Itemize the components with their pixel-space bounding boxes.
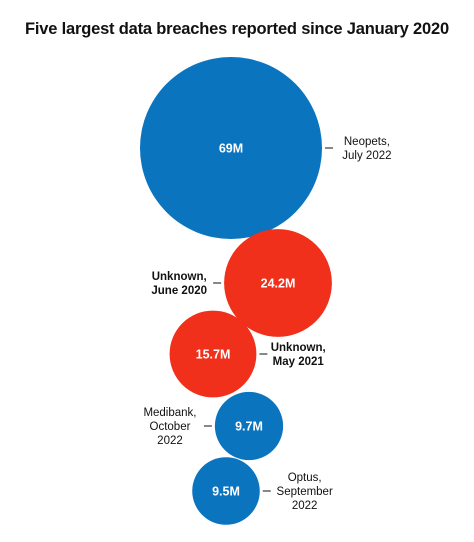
bubble-0 (140, 57, 322, 239)
bubble-category-label-line: September (277, 486, 333, 498)
bubble-category-label: Neopets, July 2022 (342, 136, 391, 162)
bubble-category-label-line: 2022 (157, 435, 183, 447)
bubble-1 (224, 229, 332, 337)
bubble-group-2: 15.7M Unknown, May 2021 (169, 310, 326, 398)
bubble-category-label-line: Optus, (288, 472, 322, 484)
bubble-category-label-line: Neopets, (344, 136, 390, 148)
bubble-category-label: Optus, September 2022 (277, 472, 333, 512)
chart-title: Five largest data breaches reported sinc… (25, 20, 449, 38)
bubble-category-label-line: May 2021 (273, 356, 325, 368)
bubble-2 (169, 310, 257, 398)
bubble-group-0: 69M Neopets, July 2022 (140, 57, 392, 239)
bubble-category-label-line: October (150, 421, 191, 433)
bubble-value-label: 69M (219, 142, 243, 156)
bubble-category-label: Medibank, October 2022 (143, 407, 196, 447)
bubble-category-label-line: Medibank, (143, 407, 196, 419)
bubble-category-label-line: Unknown, (271, 342, 326, 354)
bubble-category-label-line: 2022 (292, 500, 318, 512)
bubble-category-label: Unknown, May 2021 (271, 342, 326, 368)
bubble-category-label-line: Unknown, (152, 271, 207, 283)
bubble-category-label: Unknown, June 2020 (151, 271, 207, 297)
bubble-value-label: 24.2M (261, 277, 296, 291)
bubble-value-label: 9.5M (212, 485, 240, 499)
bubble-4 (192, 457, 260, 525)
bubble-category-label-line: June 2020 (151, 285, 207, 297)
bubble-category-label-line: July 2022 (342, 150, 391, 162)
bubble-3 (214, 391, 284, 461)
bubble-group-3: 9.7M Medibank, October 2022 (143, 391, 284, 461)
bubble-value-label: 9.7M (235, 420, 263, 434)
bubble-group-4: 9.5M Optus, September 2022 (192, 457, 333, 525)
bubble-group-1: 24.2M Unknown, June 2020 (151, 229, 332, 337)
bubble-value-label: 15.7M (196, 348, 231, 362)
